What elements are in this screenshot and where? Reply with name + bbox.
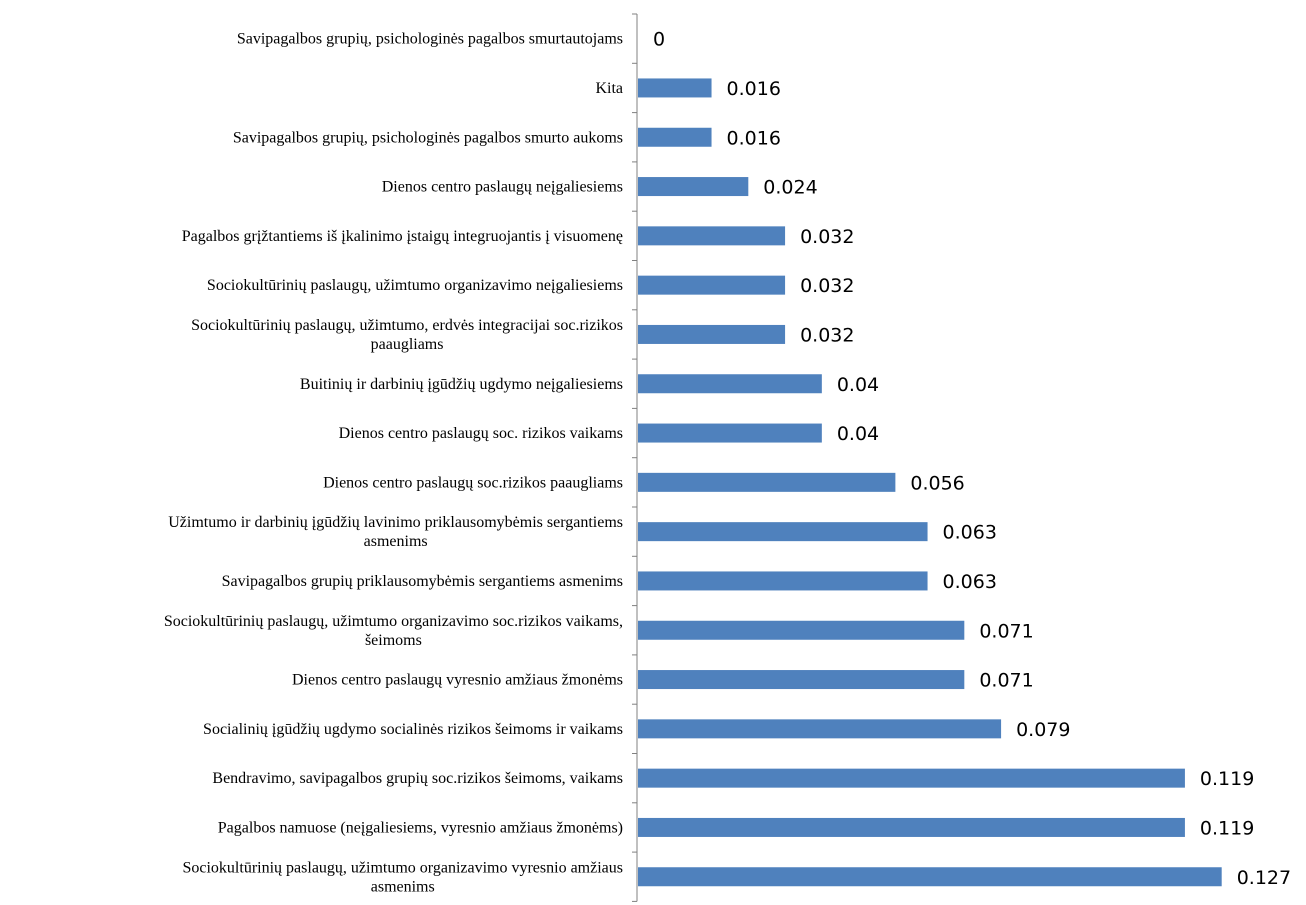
category-label: Buitinių ir darbinių įgūdžių ugdymo neįg… — [300, 376, 623, 393]
category-label: Savipagalbos grupių, psichologinės pagal… — [237, 31, 623, 48]
category-label-line: Užimtumo ir darbinių įgūdžių lavinimo pr… — [168, 514, 623, 531]
category-label-line: Sociokultūrinių paslaugų, užimtumo, erdv… — [191, 317, 623, 334]
category-label: Sociokultūrinių paslaugų, užimtumo organ… — [164, 613, 623, 649]
category-label-line: Sociokultūrinių paslaugų, užimtumo organ… — [182, 859, 623, 876]
bar — [638, 768, 1185, 788]
category-label-line: asmenims — [371, 878, 435, 895]
value-label: 0.079 — [1016, 719, 1070, 741]
value-label: 0.056 — [910, 472, 964, 494]
value-labels: 0 0.016 0.016 0.024 0.032 0.032 0.032 0.04 0.04 0… — [653, 29, 1291, 889]
value-label: 0.063 — [943, 571, 997, 593]
value-label: 0.127 — [1237, 867, 1291, 889]
category-label: Pagalbos namuose (neįgaliesiems, vyresni… — [218, 819, 623, 836]
category-label-line: Pagalbos namuose (neįgaliesiems, vyresni… — [218, 819, 623, 836]
value-label: 0.024 — [763, 177, 817, 199]
bar — [638, 324, 786, 344]
value-label: 0.04 — [837, 374, 879, 396]
category-label: Sociokultūrinių paslaugų, užimtumo organ… — [207, 277, 623, 294]
category-label-line: Dienos centro paslaugų vyresnio amžiaus … — [292, 672, 623, 689]
bar — [638, 226, 786, 246]
bar — [638, 867, 1222, 887]
category-label-line: Bendravimo, savipagalbos grupių soc.rizi… — [212, 770, 623, 787]
category-label: Dienos centro paslaugų vyresnio amžiaus … — [292, 672, 623, 689]
value-label: 0.071 — [979, 620, 1033, 642]
value-label: 0.071 — [979, 670, 1033, 692]
category-label-line: asmenims — [364, 533, 428, 550]
bar — [638, 374, 822, 394]
category-label: Bendravimo, savipagalbos grupių soc.rizi… — [212, 770, 623, 787]
category-labels: Savipagalbos grupių, psichologinės pagal… — [164, 31, 623, 896]
value-label: 0.063 — [943, 522, 997, 544]
category-label-line: Dienos centro paslaugų neįgaliesiems — [382, 179, 623, 196]
value-label: 0.032 — [800, 226, 854, 248]
value-label: 0.04 — [837, 423, 879, 445]
bars — [638, 78, 1222, 887]
bar — [638, 177, 749, 197]
category-label-line: Sociokultūrinių paslaugų, užimtumo organ… — [207, 277, 623, 294]
category-label: Dienos centro paslaugų soc. rizikos vaik… — [339, 425, 623, 442]
bar — [638, 817, 1185, 837]
category-label-line: Savipagalbos grupių, psichologinės pagal… — [237, 31, 623, 48]
category-label: Sociokultūrinių paslaugų, užimtumo organ… — [182, 859, 623, 895]
category-label-line: Sociokultūrinių paslaugų, užimtumo organ… — [164, 613, 623, 630]
category-label-line: Kita — [595, 80, 623, 97]
bar — [638, 670, 965, 690]
category-label-line: paaugliams — [371, 336, 444, 353]
value-label: 0.016 — [727, 127, 781, 149]
bar — [638, 719, 1002, 739]
category-label-line: Buitinių ir darbinių įgūdžių ugdymo neįg… — [300, 376, 623, 393]
value-label: 0 — [653, 29, 665, 51]
bar — [638, 423, 822, 443]
bar — [638, 275, 786, 295]
category-label-line: šeimoms — [365, 632, 422, 649]
bar — [638, 571, 928, 591]
value-label: 0.119 — [1200, 768, 1254, 790]
value-label: 0.016 — [727, 78, 781, 100]
category-label-line: Savipagalbos grupių priklausomybėmis ser… — [222, 573, 623, 590]
category-label: Dienos centro paslaugų neįgaliesiems — [382, 179, 623, 196]
category-label: Savipagalbos grupių, psichologinės pagal… — [233, 129, 623, 146]
bar — [638, 127, 712, 147]
category-label: Sociokultūrinių paslaugų, užimtumo, erdv… — [191, 317, 623, 353]
value-label: 0.119 — [1200, 817, 1254, 839]
category-label-line: Dienos centro paslaugų soc.rizikos paaug… — [323, 474, 623, 491]
category-label-line: Dienos centro paslaugų soc. rizikos vaik… — [339, 425, 623, 442]
bar — [638, 472, 896, 492]
category-label: Dienos centro paslaugų soc.rizikos paaug… — [323, 474, 623, 491]
bar — [638, 78, 712, 98]
bar — [638, 620, 965, 640]
category-label: Kita — [595, 80, 623, 97]
value-label: 0.032 — [800, 324, 854, 346]
value-label: 0.032 — [800, 275, 854, 297]
category-label-line: Pagalbos grįžtantiems iš įkalinimo įstai… — [182, 228, 623, 245]
category-axis-ticks — [632, 13, 637, 902]
bar — [638, 522, 928, 542]
category-label: Užimtumo ir darbinių įgūdžių lavinimo pr… — [168, 514, 623, 550]
category-label: Socialinių įgūdžių ugdymo socialinės riz… — [203, 721, 623, 738]
category-label-line: Savipagalbos grupių, psichologinės pagal… — [233, 129, 623, 146]
category-label: Savipagalbos grupių priklausomybėmis ser… — [222, 573, 623, 590]
category-label-line: Socialinių įgūdžių ugdymo socialinės riz… — [203, 721, 623, 738]
category-label: Pagalbos grįžtantiems iš įkalinimo įstai… — [182, 228, 623, 245]
